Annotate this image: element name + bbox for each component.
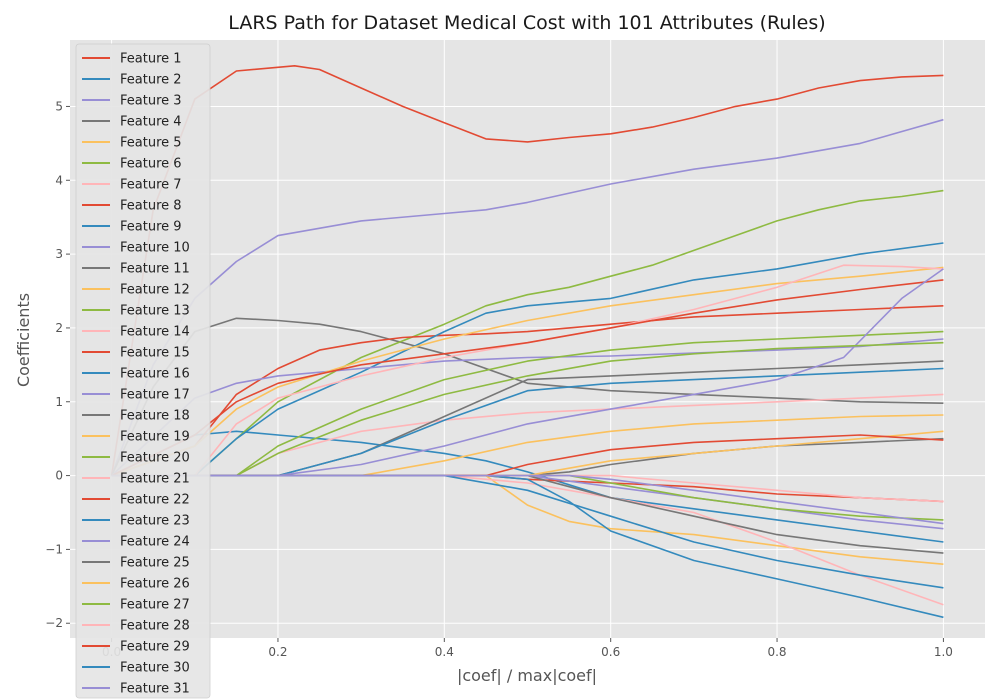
legend-label: Feature 21 [120,472,190,487]
legend-label: Feature 3 [120,94,182,109]
chart-title: LARS Path for Dataset Medical Cost with … [228,12,825,34]
legend-label: Feature 15 [120,346,190,361]
legend-label: Feature 23 [120,514,190,529]
legend-label: Feature 9 [120,220,182,235]
series-line-feature-2 [111,430,944,543]
series-line-feature-13 [111,330,944,477]
grid-lines [70,40,985,638]
plot-area [70,40,985,638]
x-tick-label: 0.6 [601,645,620,659]
legend-label: Feature 24 [120,535,190,550]
x-tick-label: 0.2 [268,645,287,659]
series-line-feature-23 [111,474,944,619]
y-tick-label: 0 [55,469,63,483]
legend-label: Feature 30 [120,661,190,676]
legend-label: Feature 4 [120,115,182,130]
legend-label: Feature 28 [120,619,190,634]
legend-label: Feature 27 [120,598,190,613]
legend-label: Feature 16 [120,367,190,382]
series-line-feature-15 [111,279,944,477]
legend-label: Feature 6 [120,157,182,172]
y-axis-title: Coefficients [14,293,33,387]
series-line-feature-20 [111,341,944,477]
x-tick-label: 0.8 [767,645,786,659]
x-axis-title: |coef| / max|coef| [457,666,597,685]
legend-label: Feature 7 [120,178,182,193]
series-line-feature-16 [111,367,944,477]
y-tick-label: −1 [45,542,63,556]
series-line-feature-9 [111,242,944,477]
legend-label: Feature 22 [120,493,190,508]
legend-label: Feature 31 [120,682,190,697]
y-tick-label: 3 [55,247,63,261]
series-line-feature-19 [111,414,944,477]
series-line-feature-31 [111,474,944,525]
y-tick-label: 5 [55,99,63,113]
series-line-feature-21 [111,474,944,606]
legend-label: Feature 1 [120,52,182,67]
y-tick-label: 2 [55,321,63,335]
legend-label: Feature 8 [120,199,182,214]
y-tick-label: 1 [55,395,63,409]
x-tick-label: 0.4 [435,645,454,659]
y-tick-label: 4 [55,173,63,187]
legend-label: Feature 12 [120,283,190,298]
legend-label: Feature 17 [120,388,190,403]
legend-label: Feature 20 [120,451,190,466]
legend-label: Feature 11 [120,262,190,277]
y-tick-labels: −2 −1 0 1 2 3 4 5 [45,99,70,630]
series-line-feature-29 [111,434,944,477]
legend-label: Feature 18 [120,409,190,424]
series-line-feature-17 [111,268,944,477]
legend-label: Feature 2 [120,73,182,88]
series-line-feature-10 [111,338,944,477]
series-line-feature-30 [111,474,944,589]
legend-label: Feature 26 [120,577,190,592]
legend-box [75,43,211,699]
series-line-feature-6 [111,189,944,477]
legend-label: Feature 29 [120,640,190,655]
series-layer [110,65,944,619]
x-tick-label: 1.0 [934,645,953,659]
series-line-feature-25 [111,474,944,554]
series-line-feature-1 [110,65,944,476]
legend-label: Feature 13 [120,304,190,319]
legend-label: Feature 10 [120,241,190,256]
legend-label: Feature 14 [120,325,190,340]
y-tick-label: −2 [45,616,63,630]
legend-label: Feature 5 [120,136,182,151]
legend-label: Feature 19 [120,430,190,445]
legend-label: Feature 25 [120,556,190,571]
legend: Feature 1 Feature 2 Feature 3 Feature 4 Feat… [75,43,211,699]
